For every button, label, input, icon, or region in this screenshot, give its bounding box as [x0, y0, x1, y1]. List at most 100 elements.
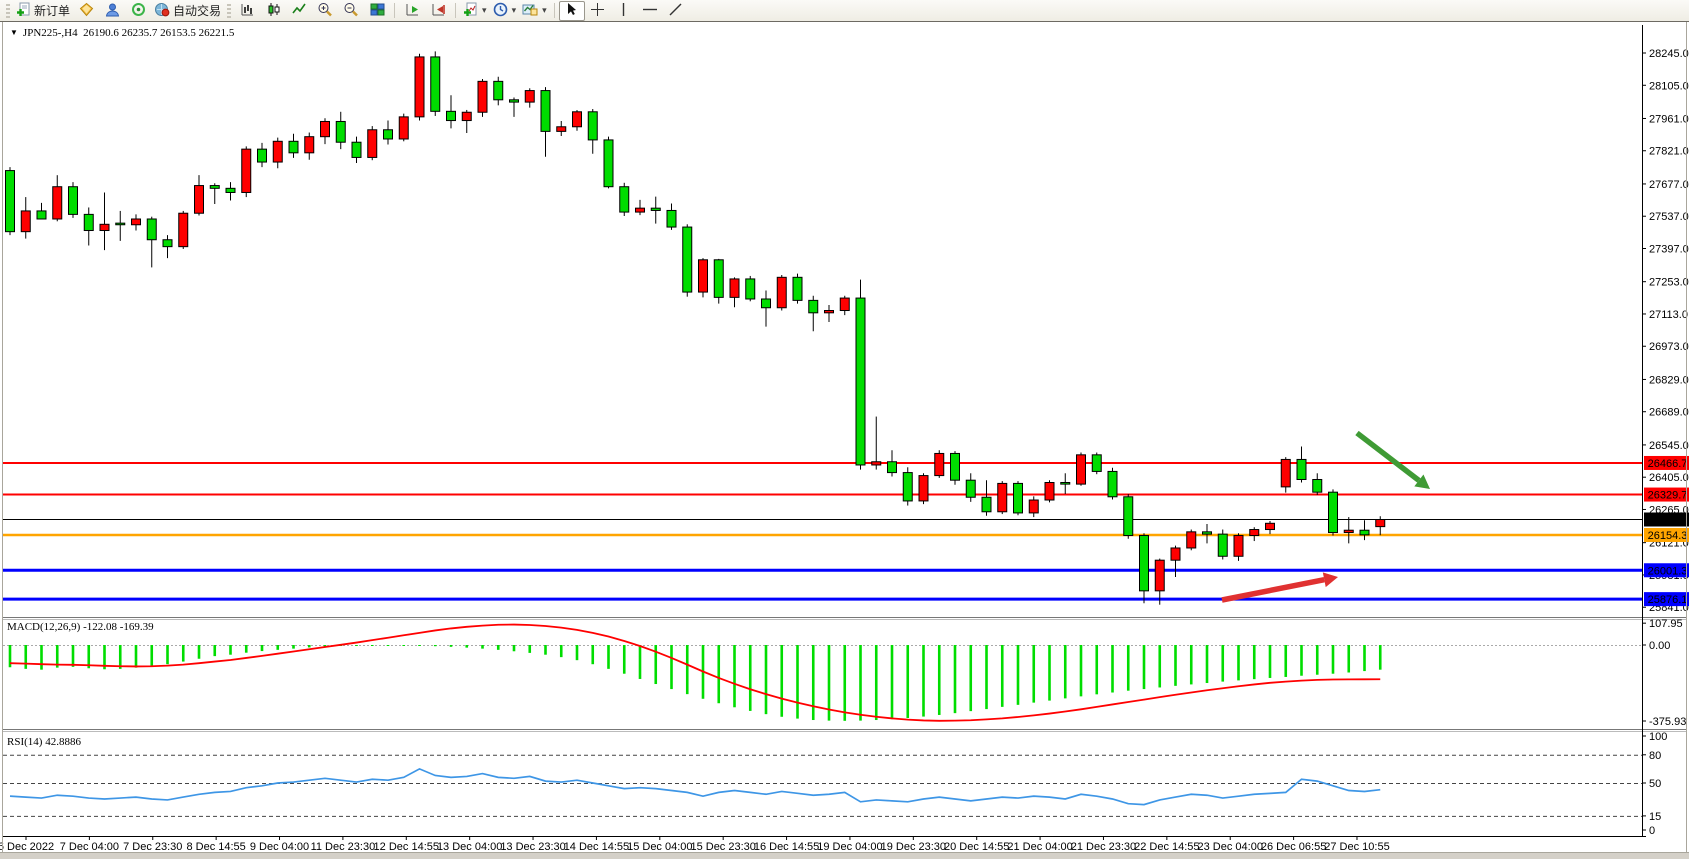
market-button[interactable]: [73, 1, 99, 21]
auto-trading-label: 自动交易: [173, 4, 222, 18]
tile-windows-icon: [370, 2, 385, 20]
macd-bar: [213, 645, 217, 657]
macd-bar: [1048, 645, 1051, 701]
time-tick-label: 7 Dec 04:00: [60, 841, 119, 853]
time-tick-label: 27 Dec 10:55: [1324, 841, 1389, 853]
time-tick-label: 22 Dec 14:55: [1134, 841, 1199, 853]
community-profile-button[interactable]: [99, 1, 125, 21]
signals-button[interactable]: [125, 1, 151, 21]
candle-body: [603, 139, 614, 188]
candle-body: [1249, 529, 1260, 537]
candle-body: [1217, 533, 1228, 557]
horizontal-line-tool-button[interactable]: [637, 1, 663, 21]
candle-body: [1044, 481, 1055, 501]
macd-bar: [1315, 645, 1319, 675]
crosshair-tool-button[interactable]: [585, 1, 611, 21]
zoom-in-button[interactable]: [312, 1, 338, 21]
candle-body: [209, 185, 220, 189]
chevron-down-icon: ▾: [542, 5, 547, 15]
candle-body: [745, 278, 756, 300]
candle-body: [36, 210, 47, 220]
candle-body: [934, 452, 945, 477]
time-tick-label: 19 Dec 04:00: [817, 841, 882, 853]
macd-bar: [481, 645, 484, 649]
main-toolbar: 新订单 自动交易: [0, 0, 1689, 22]
candle-body: [572, 111, 582, 128]
candle-body: [383, 129, 393, 140]
macd-bar: [1032, 645, 1036, 703]
tile-windows-button[interactable]: [364, 1, 390, 21]
rsi-tick-label: 50: [1649, 778, 1661, 790]
candle-body: [792, 276, 803, 301]
time-tick-label: 8 Dec 14:55: [186, 841, 245, 853]
rsi-tick-label: 0: [1649, 825, 1655, 837]
price-tick-label: 27961.0: [1649, 113, 1689, 125]
vertical-line-tool-button[interactable]: [611, 1, 637, 21]
candle-body: [871, 461, 882, 466]
hline-label-text: 25876.1: [1648, 594, 1688, 606]
macd-bar: [985, 645, 988, 710]
time-tick-label: 21 Dec 23:30: [1071, 841, 1136, 853]
candle-body: [241, 148, 252, 193]
macd-bar: [1063, 645, 1067, 699]
auto-scroll-button[interactable]: [399, 1, 425, 21]
indicators-button[interactable]: ▾: [460, 1, 490, 21]
price-tick-label: 26405.0: [1649, 472, 1689, 484]
new-order-button[interactable]: 新订单: [13, 1, 73, 21]
support-bounce-arrow[interactable]: [1221, 572, 1338, 603]
time-tick-label: 19 Dec 23:30: [881, 841, 946, 853]
macd-bar: [1221, 645, 1225, 682]
macd-bar: [1252, 645, 1256, 680]
macd-bar: [8, 645, 12, 668]
line-chart-button[interactable]: [286, 1, 312, 21]
zoom-out-button[interactable]: [338, 1, 364, 21]
candle-body: [587, 111, 598, 141]
candle-body: [398, 116, 409, 140]
candle-body: [1202, 531, 1212, 535]
candle-body: [981, 496, 992, 513]
candle-body: [1280, 458, 1291, 488]
toolbar-separator: [455, 3, 457, 18]
auto-trading-button[interactable]: 自动交易: [151, 1, 224, 21]
trendline-tool-button[interactable]: [663, 1, 689, 21]
symbol-dropdown-triangle[interactable]: ▼: [10, 28, 18, 37]
price-tick-label: 27113.0: [1649, 309, 1688, 321]
hline-price-label: 26221.5: [1644, 512, 1689, 527]
bearish-pressure-arrow[interactable]: [1355, 430, 1430, 489]
macd-bar: [496, 645, 500, 650]
candle-body: [1170, 547, 1181, 561]
macd-bar: [859, 645, 862, 721]
macd-bar: [1158, 645, 1162, 688]
candle-body: [1186, 531, 1197, 549]
bar-chart-button[interactable]: [234, 1, 260, 21]
macd-bar: [544, 645, 547, 655]
macd-bar: [292, 645, 295, 649]
candle-body: [713, 259, 724, 298]
cursor-tool-button[interactable]: [558, 0, 585, 21]
candle-body: [351, 141, 362, 158]
chart-shift-button[interactable]: [425, 1, 451, 21]
periods-button[interactable]: ▾: [490, 1, 520, 21]
macd-tick-label: 107.95: [1649, 618, 1683, 630]
macd-bar: [150, 645, 154, 667]
hline-price-label: 26001.3: [1644, 563, 1689, 578]
macd-bar: [402, 645, 406, 646]
time-tick-label: 14 Dec 14:55: [564, 841, 629, 853]
candle-body: [1265, 522, 1275, 531]
macd-bar: [607, 645, 610, 669]
macd-histogram: [8, 645, 1382, 721]
candle-body: [950, 452, 960, 481]
candle-body: [666, 209, 677, 228]
price-tick-label: 26829.0: [1649, 374, 1689, 386]
templates-button[interactable]: ▾: [519, 1, 550, 21]
chart-canvas[interactable]: 28245.0 28105.0 27961.0 27821.0 27677.0 27537…: [0, 22, 1689, 859]
time-tick-label: 26 Dec 06:55: [1261, 841, 1326, 853]
macd-bar: [87, 645, 91, 669]
candle-chart-button[interactable]: [260, 1, 286, 21]
bar-chart-icon: [240, 2, 255, 20]
auto-scroll-icon: [405, 2, 420, 20]
price-tick-label: 27677.0: [1649, 179, 1689, 191]
horizontal-line-icon: [642, 2, 658, 20]
candle-body: [1028, 499, 1039, 514]
macd-bar: [764, 645, 768, 715]
